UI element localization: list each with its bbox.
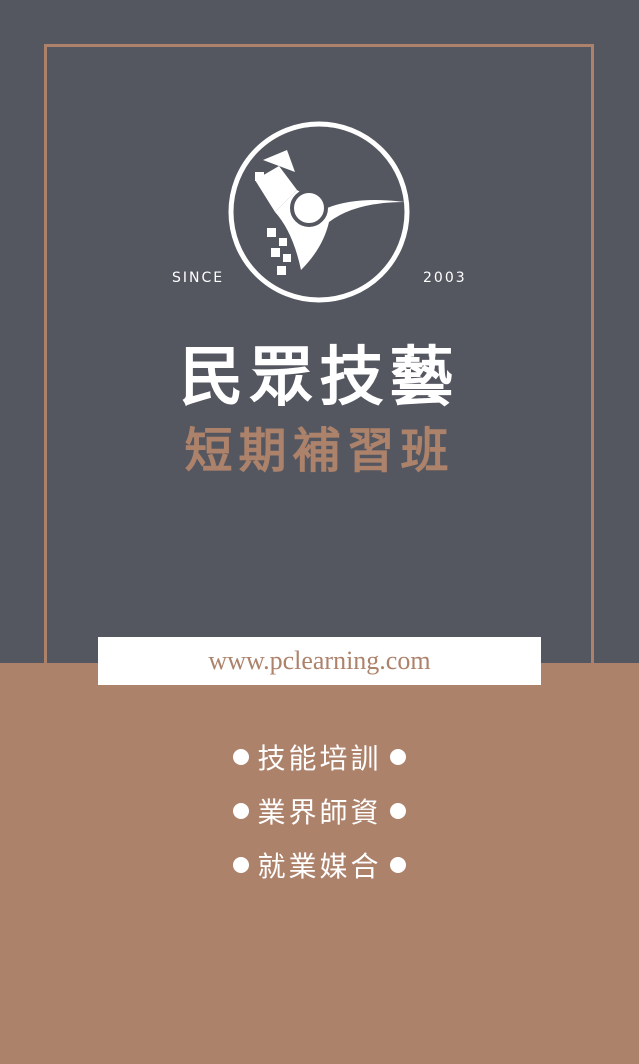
since-label: SINCE	[172, 270, 225, 286]
bullet-dot-icon	[389, 749, 406, 765]
feature-label: 業界師資	[257, 796, 382, 829]
feature-label: 就業媒合	[257, 850, 382, 883]
feature-item: 就業媒合	[0, 838, 639, 892]
website-banner[interactable]: www.pclearning.com	[98, 637, 541, 685]
bird-emblem-icon	[228, 121, 410, 303]
bullet-dot-icon	[233, 857, 250, 873]
feature-item: 業界師資	[0, 784, 639, 838]
brand-title: 民眾技藝	[179, 340, 460, 415]
bullet-dot-icon	[233, 803, 250, 819]
feature-item: 技能培訓	[0, 730, 639, 784]
bullet-dot-icon	[233, 749, 250, 765]
since-year: 2003	[423, 270, 467, 286]
feature-label: 技能培訓	[257, 742, 382, 775]
website-url[interactable]: www.pclearning.com	[208, 646, 431, 675]
brand-subtitle: 短期補習班	[184, 423, 455, 479]
bullet-dot-icon	[389, 857, 406, 873]
bottom-panel	[0, 663, 639, 1064]
bullet-dot-icon	[389, 803, 406, 819]
feature-list: 技能培訓 業界師資 就業媒合	[0, 730, 639, 892]
top-panel	[0, 0, 639, 663]
